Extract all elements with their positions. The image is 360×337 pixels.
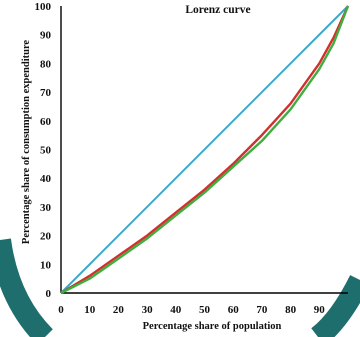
y-tick-label: 90 [40,30,52,42]
x-axis-label: Percentage share of population [143,321,282,332]
x-tick-label: 70 [256,304,268,316]
x-tick-label: 20 [113,304,125,316]
y-tick-label: 60 [40,116,52,128]
frame-arc-left [0,238,53,337]
x-tick-label: 60 [228,304,240,316]
y-tick-label: 40 [40,173,52,185]
y-tick-label: 10 [40,259,52,271]
x-tick-label: 30 [142,304,154,316]
y-tick-label: 0 [46,288,52,300]
y-tick-label: 30 [40,202,52,214]
y-tick-label: 100 [35,1,52,13]
chart-title: Lorenz curve [185,4,250,16]
plot-area [60,5,350,295]
x-tick-label: 80 [285,304,297,316]
tick-labels: 0 10 20 30 40 50 60 70 80 90 0 10 20 30 40 50 60 70 80 90 10… [35,1,326,316]
series-line-3 [60,5,350,295]
x-tick-label: 90 [314,304,326,316]
y-tick-label: 70 [40,87,52,99]
series-line-1 [60,5,349,294]
x-tick-label: 10 [84,304,96,316]
series-line-2 [60,5,350,295]
frame-arc-right [310,275,360,337]
y-axis-label: Percentage share of consumption expendit… [21,40,32,244]
x-tick-label: 0 [58,304,64,316]
x-tick-label: 50 [199,304,211,316]
y-tick-label: 20 [40,231,52,243]
y-tick-label: 80 [40,58,52,70]
x-tick-label: 40 [170,304,182,316]
y-tick-label: 50 [40,145,52,157]
